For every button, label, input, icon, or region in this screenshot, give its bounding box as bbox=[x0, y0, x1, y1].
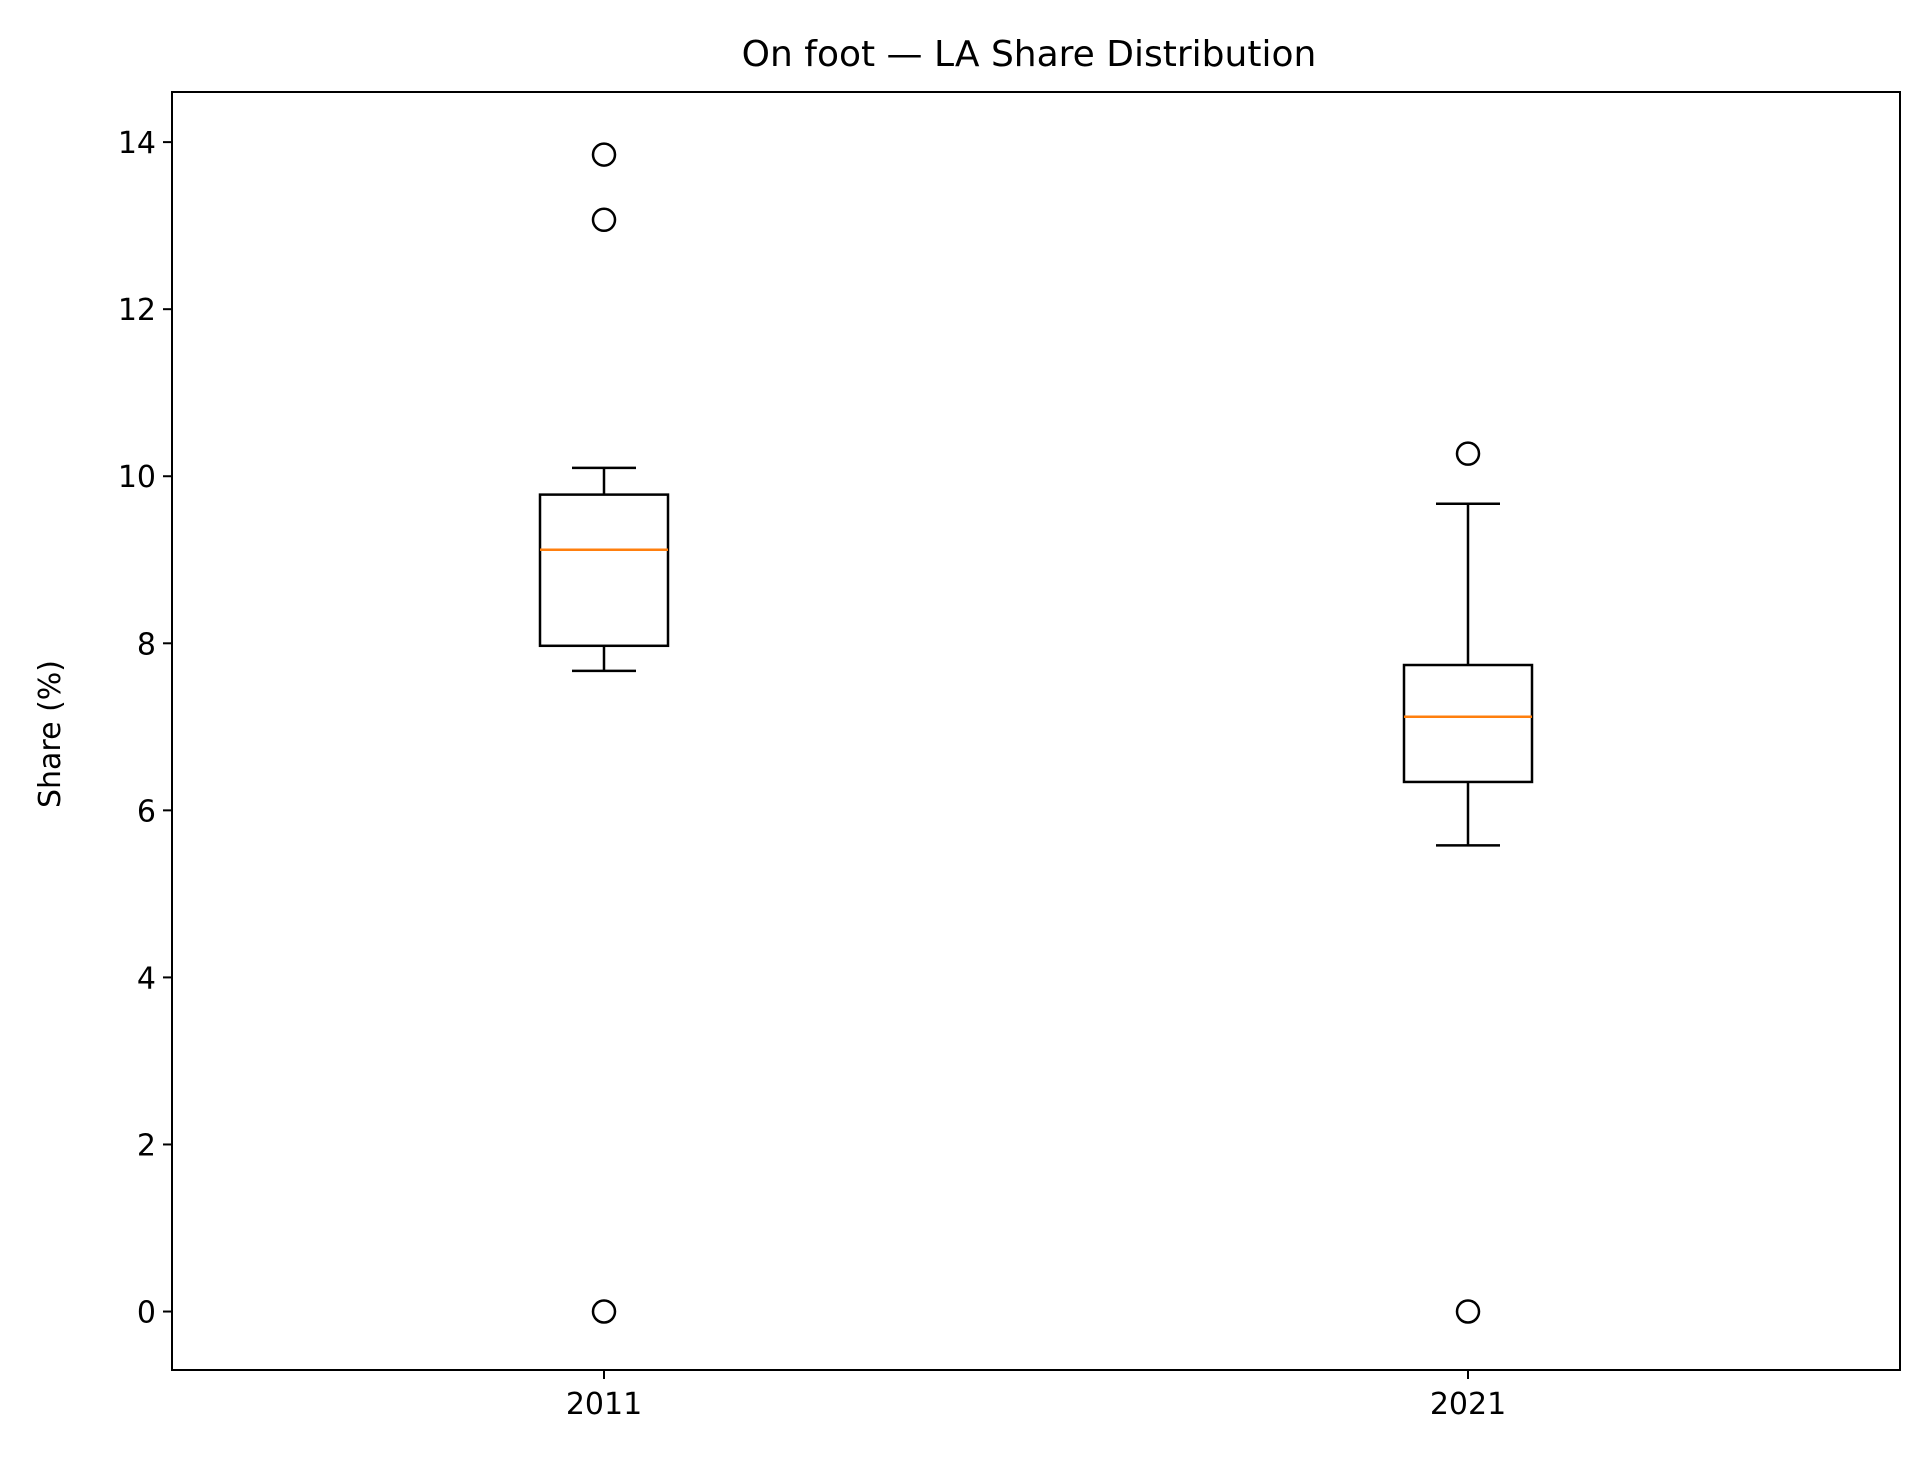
y-tick-label: 0 bbox=[137, 1296, 156, 1331]
y-tick-label: 12 bbox=[118, 293, 156, 328]
chart-title: On foot — LA Share Distribution bbox=[742, 34, 1317, 75]
plot-frame bbox=[171, 91, 1901, 1371]
iqr-box bbox=[538, 493, 670, 648]
outlier-point bbox=[591, 142, 617, 167]
outlier-point bbox=[1455, 441, 1481, 466]
y-axis-label: Share (%) bbox=[33, 660, 68, 808]
y-tick-label: 8 bbox=[137, 627, 156, 662]
iqr-box bbox=[1402, 663, 1534, 784]
y-tick-label: 6 bbox=[137, 794, 156, 829]
x-tick-label: 2021 bbox=[1430, 1387, 1506, 1422]
x-tick-label: 2011 bbox=[566, 1387, 642, 1422]
plot-area: 0 2 4 6 8 10 12 14 2011 2021 bbox=[118, 91, 1901, 1422]
y-tick-label: 2 bbox=[137, 1128, 156, 1163]
y-tick-label: 4 bbox=[137, 961, 156, 996]
outlier-point bbox=[591, 1299, 617, 1324]
outlier-point bbox=[1455, 1299, 1481, 1324]
y-tick-label: 10 bbox=[118, 460, 156, 495]
y-tick-label: 14 bbox=[118, 126, 156, 161]
outlier-point bbox=[591, 207, 617, 233]
